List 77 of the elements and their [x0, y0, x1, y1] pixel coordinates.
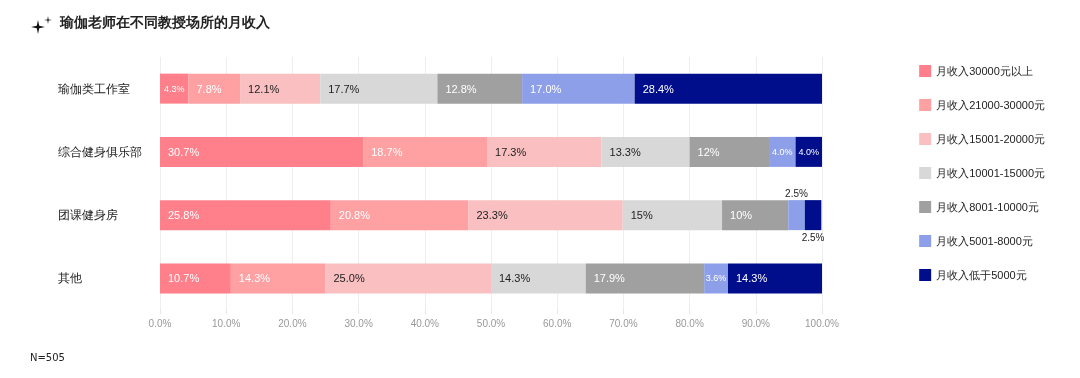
bar — [804, 200, 822, 231]
data-label: 12% — [697, 145, 720, 158]
y-tick-label: 其他 — [58, 271, 82, 286]
bar — [788, 200, 805, 231]
data-label: 18.7% — [371, 145, 403, 158]
legend-label: 月收入10001-15000元 — [936, 167, 1045, 179]
text: N=505 — [30, 352, 65, 363]
bar — [230, 263, 326, 294]
bar — [160, 136, 364, 167]
bar — [160, 263, 231, 294]
legend-label: 月收入21000-30000元 — [936, 99, 1045, 111]
x-tick-label: 40.0% — [410, 317, 440, 329]
bar — [363, 136, 488, 167]
data-label: 2.5% — [801, 231, 825, 243]
x-tick-label: 100.0% — [805, 317, 840, 329]
data-label: 17.0% — [530, 82, 562, 95]
bar — [622, 200, 723, 231]
data-label: 17.7% — [328, 82, 360, 95]
y-tick-label: 综合健身俱乐部 — [58, 144, 142, 159]
bar — [601, 136, 690, 167]
data-label: 2.5% — [785, 187, 809, 199]
bar — [728, 263, 822, 294]
data-label: 23.3% — [476, 209, 508, 222]
data-label: 25.8% — [168, 209, 200, 222]
data-label: 4.3% — [163, 83, 185, 94]
data-label: 13.3% — [609, 145, 641, 158]
data-label: 3.6% — [705, 273, 727, 284]
data-label: 4.0% — [798, 146, 820, 157]
data-label: 20.8% — [338, 209, 371, 222]
bar — [491, 263, 586, 294]
x-tick-label: 70.0% — [609, 317, 638, 329]
data-label: 10% — [730, 209, 753, 222]
y-tick-label: 瑜伽类工作室 — [58, 81, 130, 96]
x-tick-label: 60.0% — [543, 317, 572, 329]
bar — [468, 200, 623, 231]
legend-label: 月收入30000元以上 — [936, 65, 1033, 77]
bar — [689, 136, 770, 167]
bar — [634, 73, 822, 104]
bar — [160, 200, 331, 231]
data-label: 10.7% — [168, 272, 200, 285]
bar — [325, 263, 491, 294]
x-tick-label: 30.0% — [344, 317, 373, 329]
data-label: 14.3% — [736, 272, 768, 285]
legend-label: 月收入低于5000元 — [936, 269, 1027, 281]
data-label: 14.3% — [499, 272, 531, 285]
bar — [188, 73, 241, 104]
bar — [240, 73, 321, 104]
data-label: 14.3% — [238, 272, 271, 285]
data-label: 25.0% — [333, 272, 365, 285]
bar — [487, 136, 602, 167]
data-label: 28.4% — [642, 82, 675, 95]
data-label: 15% — [630, 209, 653, 222]
bar — [722, 200, 789, 231]
bar — [522, 73, 635, 104]
x-tick-label: 20.0% — [278, 317, 307, 329]
data-label: 30.7% — [168, 145, 200, 158]
data-label: 12.1% — [248, 82, 280, 95]
data-label: 12.8% — [445, 82, 477, 95]
x-tick-label: 90.0% — [741, 317, 771, 329]
chart-title: 瑜伽老师在不同教授场所的月收入 — [60, 14, 270, 32]
bar — [320, 73, 438, 104]
x-tick-label: 0.0% — [148, 317, 172, 329]
data-label: 17.9% — [593, 272, 626, 285]
x-tick-label: 50.0% — [476, 317, 506, 329]
legend-label: 月收入5001-8000元 — [936, 235, 1033, 247]
x-tick-label: 80.0% — [675, 317, 704, 329]
x-tick-label: 10.0% — [212, 317, 241, 329]
legend-label: 月收入8001-10000元 — [936, 201, 1039, 213]
data-label: 7.8% — [196, 82, 222, 95]
y-tick-label: 团课健身房 — [58, 208, 118, 223]
legend-label: 月收入15001-20000元 — [936, 133, 1045, 145]
bar — [437, 73, 523, 104]
data-label: 17.3% — [495, 145, 527, 158]
bar — [330, 200, 469, 231]
bar — [585, 263, 705, 294]
bar — [769, 136, 796, 167]
data-label: 4.0% — [772, 146, 793, 157]
